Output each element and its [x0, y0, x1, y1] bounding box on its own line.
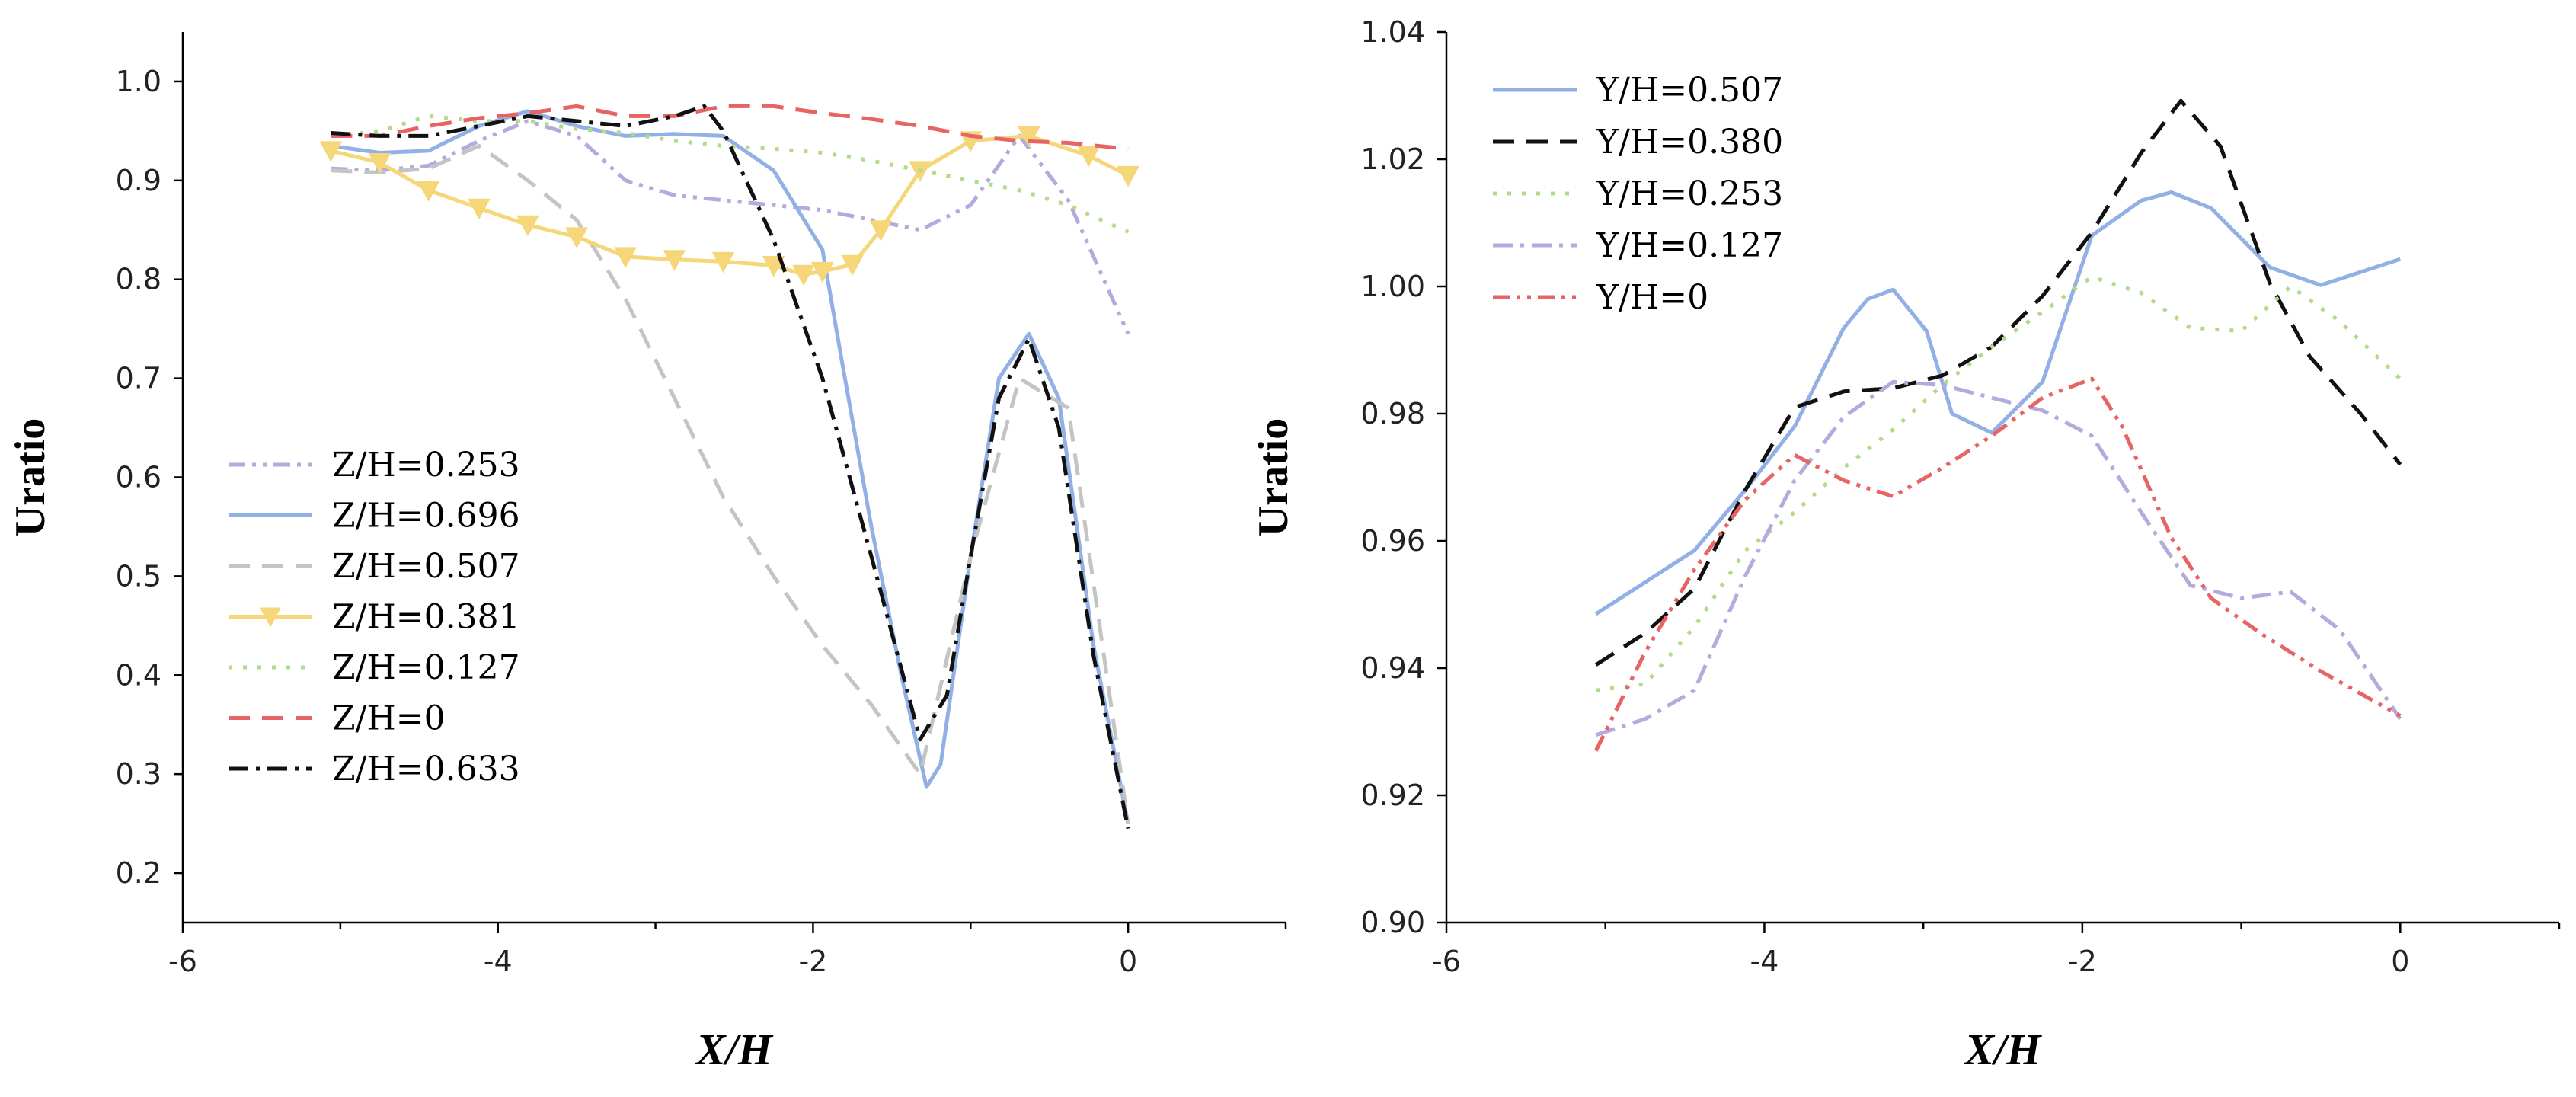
y-tick-label: 0.96: [1360, 524, 1425, 558]
series-line-y-h-0-127: [1595, 379, 2402, 737]
y-tick-label: 0.9: [116, 164, 161, 197]
x-tick-label: -4: [1750, 945, 1779, 978]
data-point-marker: [516, 215, 539, 237]
series-line-z-h-0-507: [331, 143, 1130, 824]
legend-label: Y/H=0.253: [1596, 174, 1783, 213]
data-point-marker: [1117, 165, 1139, 187]
y-tick-label: 0.92: [1360, 779, 1425, 812]
y-tick-label: 0.98: [1360, 397, 1425, 430]
x-tick-label: -2: [2068, 945, 2097, 978]
data-point-marker: [468, 198, 491, 220]
data-point-marker: [841, 254, 864, 277]
legend-label: Z/H=0.253: [332, 446, 520, 485]
y-tick-label: 0.2: [116, 856, 161, 890]
y-tick-label: 0.3: [116, 757, 161, 791]
y-tick-label: 0.7: [116, 362, 161, 395]
data-point-marker: [565, 227, 588, 248]
y-tick-label: 0.94: [1360, 651, 1425, 685]
series-line-z-h-0-633: [331, 104, 1130, 830]
series-line-y-h-0: [1593, 376, 2402, 752]
legend-label: Z/H=0.127: [332, 648, 520, 687]
y-axis-title: Uratio: [7, 418, 54, 537]
legend-label: Z/H=0.696: [332, 497, 520, 536]
x-tick-label: 0: [2391, 945, 2409, 978]
legend-label: Z/H=0.381: [332, 598, 520, 637]
data-point-marker: [811, 261, 834, 283]
x-tick-label: -6: [168, 945, 197, 978]
x-tick-label: -4: [484, 945, 513, 978]
series-line-z-h-0-696: [331, 109, 1130, 824]
series-line-y-h-0-253: [1595, 275, 2402, 692]
x-tick-label: 0: [1119, 945, 1137, 978]
data-point-marker: [869, 220, 893, 241]
chart-panel-1: 0.2 0.3 0.4 0.5 0.6 0.7 0.8 0.9 1.0 -6 -4 -2 0 X/H Ura…: [7, 32, 1287, 1074]
legend-label: Y/H=0.380: [1596, 123, 1783, 162]
y-tick-label: 0.5: [116, 559, 161, 593]
data-point-marker: [1077, 146, 1101, 168]
y-tick-label: 0.4: [116, 658, 161, 692]
legend-label: Z/H=0.633: [332, 750, 520, 788]
legend-label: Y/H=0: [1596, 278, 1708, 317]
data-point-marker: [417, 181, 440, 202]
chart-panel-2: 0.90 0.92 0.94 0.96 0.98 1.00 1.02 1.04 -6 -4 -2 0 X…: [1250, 15, 2561, 1074]
legend-label: Z/H=0: [332, 699, 446, 738]
y-tick-label: 0.8: [116, 263, 161, 296]
data-point-marker: [614, 247, 638, 268]
data-point-marker: [711, 251, 735, 273]
y-axis-title: Uratio: [1250, 418, 1297, 537]
y-tick-label: 0.90: [1360, 906, 1425, 939]
legend-label: Y/H=0.127: [1596, 226, 1783, 265]
x-tick-label: -6: [1432, 945, 1461, 978]
y-tick-label: 1.04: [1360, 15, 1425, 49]
data-point-marker: [319, 141, 343, 162]
series-line-z-h-0-253: [331, 119, 1130, 335]
x-axis-title: X/H: [695, 1025, 774, 1074]
data-point-marker: [792, 264, 815, 286]
y-tick-label: 1.0: [116, 65, 161, 98]
y-tick-label: 1.00: [1360, 270, 1425, 303]
data-point-marker: [368, 152, 392, 174]
legend-label: Y/H=0.507: [1596, 71, 1783, 110]
data-point-marker: [1017, 126, 1040, 148]
y-tick-label: 1.02: [1360, 142, 1425, 176]
y-tick-label: 0.6: [116, 461, 161, 494]
data-point-marker: [663, 250, 686, 271]
x-tick-label: -2: [798, 945, 827, 978]
legend-label: Z/H=0.507: [332, 547, 520, 586]
series-line-y-h-0-380: [1594, 98, 2402, 667]
legend-marker: [260, 607, 281, 628]
x-axis-title: X/H: [1964, 1025, 2043, 1074]
data-point-marker: [762, 256, 785, 277]
series-line-z-h-0-127: [331, 114, 1130, 234]
